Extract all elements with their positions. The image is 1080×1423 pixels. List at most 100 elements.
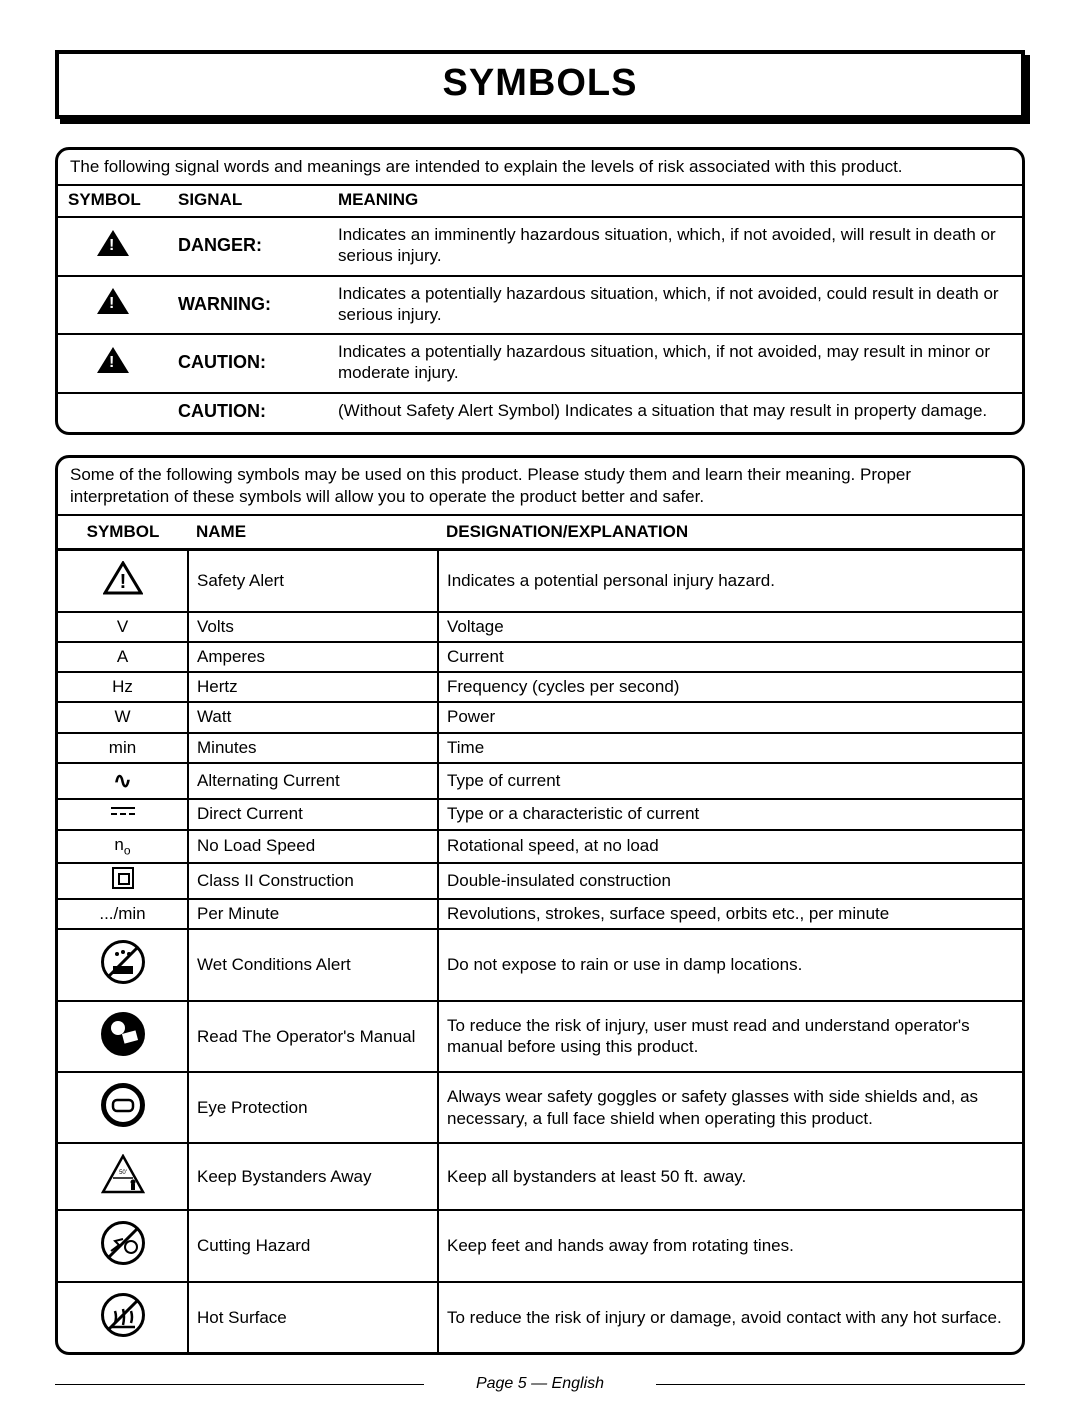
eye-protection-icon: [101, 1083, 145, 1127]
symbol-row: Cutting HazardKeep feet and hands away f…: [58, 1210, 1022, 1281]
symbol-cell: ∿: [58, 763, 188, 800]
symbol-name: Direct Current: [188, 799, 438, 829]
symbol-name: Cutting Hazard: [188, 1210, 438, 1281]
signal-meaning: Indicates a potentially hazardous situat…: [328, 276, 1022, 335]
symbol-name: Amperes: [188, 642, 438, 672]
page-title: SYMBOLS: [59, 62, 1021, 105]
page-title-box: SYMBOLS: [55, 50, 1025, 119]
symbol-desc: Do not expose to rain or use in damp loc…: [438, 929, 1022, 1000]
hot-surface-icon: [101, 1293, 145, 1337]
text-symbol: Hz: [112, 677, 133, 696]
text-symbol: min: [109, 738, 136, 757]
symbol-cell: .../min: [58, 899, 188, 929]
symbol-cell: [58, 929, 188, 1000]
symbol-cell: [58, 863, 188, 899]
signal-symbol-cell: [58, 334, 168, 393]
symbol-desc: Current: [438, 642, 1022, 672]
symbol-cell: min: [58, 733, 188, 763]
svg-text:50': 50': [119, 1170, 127, 1176]
text-symbol: V: [117, 617, 128, 636]
symbol-cell: [58, 1072, 188, 1143]
signal-head-meaning: MEANING: [328, 185, 1022, 217]
bystanders-icon: 50': [101, 1154, 145, 1194]
symbol-row: V VoltsVoltage: [58, 612, 1022, 642]
symbols-table: SYMBOL NAME DESIGNATION/EXPLANATION !Saf…: [58, 514, 1022, 1352]
symbols-panel: Some of the following symbols may be use…: [55, 455, 1025, 1355]
symbol-row: Hot SurfaceTo reduce the risk of injury …: [58, 1282, 1022, 1352]
symbol-row: Hz HertzFrequency (cycles per second): [58, 672, 1022, 702]
symbol-cell: [58, 1210, 188, 1281]
symbol-desc: Power: [438, 702, 1022, 732]
symbol-desc: Always wear safety goggles or safety gla…: [438, 1072, 1022, 1143]
no-load-icon: no: [114, 835, 130, 854]
symbol-row: .../min Per MinuteRevolutions, strokes, s…: [58, 899, 1022, 929]
symbol-desc: Revolutions, strokes, surface speed, orb…: [438, 899, 1022, 929]
text-symbol: .../min: [99, 904, 145, 923]
symbol-name: Per Minute: [188, 899, 438, 929]
symbol-row: ! Safety AlertIndicates a potential perso…: [58, 550, 1022, 612]
symbol-cell: [58, 799, 188, 829]
symbol-name: Keep Bystanders Away: [188, 1143, 438, 1210]
signal-symbol-cell: [58, 276, 168, 335]
symbols-head-name: NAME: [188, 515, 438, 550]
svg-text:!: !: [119, 571, 126, 593]
symbol-cell: [58, 1001, 188, 1072]
symbol-row: no No Load SpeedRotational speed, at no l…: [58, 830, 1022, 863]
symbol-name: Hot Surface: [188, 1282, 438, 1352]
symbols-head-desc: DESIGNATION/EXPLANATION: [438, 515, 1022, 550]
symbol-desc: To reduce the risk of injury, user must …: [438, 1001, 1022, 1072]
symbol-name: Watt: [188, 702, 438, 732]
safety-alert-icon: [97, 347, 129, 373]
symbol-desc: Type or a characteristic of current: [438, 799, 1022, 829]
symbol-desc: Double-insulated construction: [438, 863, 1022, 899]
symbol-name: Alternating Current: [188, 763, 438, 800]
signal-symbol-cell: [58, 217, 168, 276]
symbol-name: Wet Conditions Alert: [188, 929, 438, 1000]
signal-row: CAUTION:Indicates a potentially hazardou…: [58, 334, 1022, 393]
symbol-name: Class II Construction: [188, 863, 438, 899]
signal-word: WARNING:: [168, 276, 328, 335]
read-manual-icon: [101, 1012, 145, 1056]
signal-row: DANGER:Indicates an imminently hazardous…: [58, 217, 1022, 276]
symbol-cell: 50': [58, 1143, 188, 1210]
symbol-name: Safety Alert: [188, 550, 438, 612]
symbol-name: Hertz: [188, 672, 438, 702]
signal-word: CAUTION:: [168, 334, 328, 393]
symbol-name: Volts: [188, 612, 438, 642]
symbol-cell: [58, 1282, 188, 1352]
symbol-desc: Voltage: [438, 612, 1022, 642]
safety-alert-icon: [97, 230, 129, 256]
symbol-desc: Indicates a potential personal injury ha…: [438, 550, 1022, 612]
signal-meaning: Indicates a potentially hazardous situat…: [328, 334, 1022, 393]
dc-icon: [111, 807, 135, 819]
symbol-row: Wet Conditions AlertDo not expose to rai…: [58, 929, 1022, 1000]
symbol-desc: To reduce the risk of injury or damage, …: [438, 1282, 1022, 1352]
symbol-desc: Frequency (cycles per second): [438, 672, 1022, 702]
symbol-desc: Keep all bystanders at least 50 ft. away…: [438, 1143, 1022, 1210]
symbol-row: minMinutesTime: [58, 733, 1022, 763]
symbol-cell: W: [58, 702, 188, 732]
symbol-row: Eye ProtectionAlways wear safety goggles…: [58, 1072, 1022, 1143]
signal-word: CAUTION:: [168, 393, 328, 433]
symbol-row: W WattPower: [58, 702, 1022, 732]
text-symbol: W: [114, 707, 130, 726]
safety-alert-icon: [97, 288, 129, 314]
class2-icon: [112, 867, 134, 889]
symbol-row: ∿Alternating CurrentType of current: [58, 763, 1022, 800]
signal-meaning: (Without Safety Alert Symbol) Indicates …: [328, 393, 1022, 433]
signal-row: WARNING:Indicates a potentially hazardou…: [58, 276, 1022, 335]
symbol-name: No Load Speed: [188, 830, 438, 863]
symbol-name: Read The Operator's Manual: [188, 1001, 438, 1072]
symbol-desc: Rotational speed, at no load: [438, 830, 1022, 863]
symbol-row: AAmperesCurrent: [58, 642, 1022, 672]
signal-meaning: Indicates an imminently hazardous situat…: [328, 217, 1022, 276]
signal-head-symbol: SYMBOL: [58, 185, 168, 217]
page-footer: Page 5 — English: [55, 1375, 1025, 1393]
symbol-cell: !: [58, 550, 188, 612]
symbol-row: 50' Keep Bystanders AwayKeep all bystande…: [58, 1143, 1022, 1210]
symbols-intro: Some of the following symbols may be use…: [58, 458, 1022, 514]
signal-intro: The following signal words and meanings …: [58, 150, 1022, 184]
symbol-name: Minutes: [188, 733, 438, 763]
signal-words-panel: The following signal words and meanings …: [55, 147, 1025, 435]
footer-text: Page 5 — English: [476, 1375, 604, 1392]
